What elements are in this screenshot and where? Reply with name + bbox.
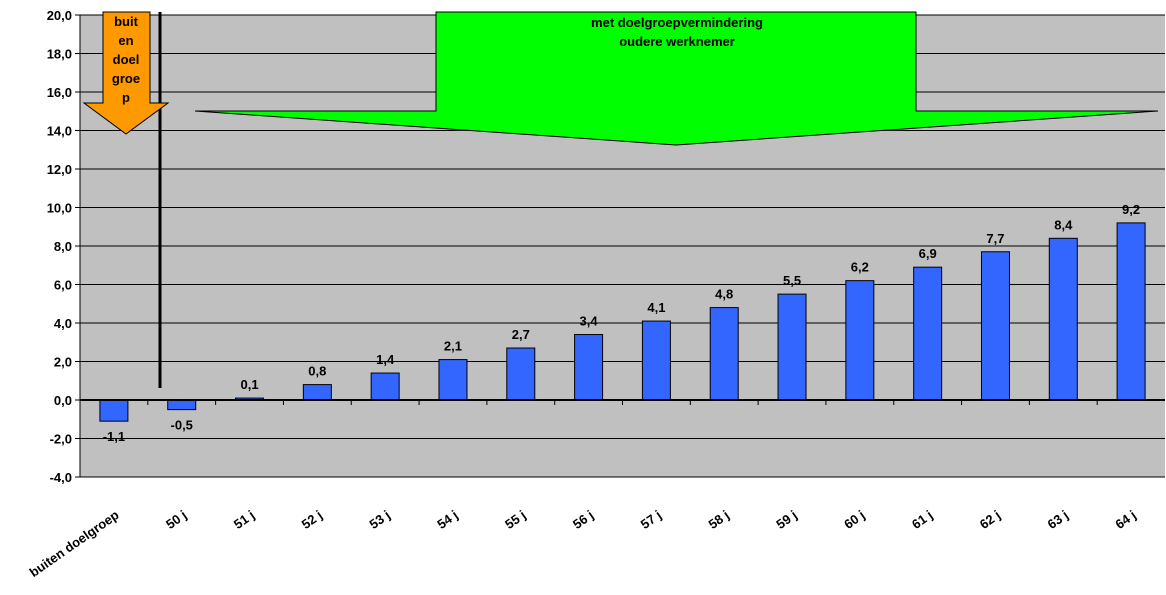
y-tick-label: 8,0 xyxy=(54,239,72,254)
value-label: 8,4 xyxy=(1054,217,1073,232)
bar xyxy=(99,399,129,422)
x-tick-label: 64 j xyxy=(1112,507,1138,532)
value-labels: -1,1 -0,5 0,1 0,8 1,4 2,1 2,7 3,4 4,1 4,8 5,5 6,2 6,… xyxy=(103,202,1140,444)
y-tick-label: 16,0 xyxy=(47,85,72,100)
bar xyxy=(777,293,807,401)
value-label: 7,7 xyxy=(986,231,1004,246)
x-tick-label: 60 j xyxy=(841,507,867,532)
bar xyxy=(709,307,739,401)
green-arrow-text: met doelgroepvermindering xyxy=(591,15,763,30)
x-tick-label: 54 j xyxy=(434,507,460,532)
value-label: 2,7 xyxy=(512,327,530,342)
bar xyxy=(370,372,400,401)
y-tick-label: 20,0 xyxy=(47,8,72,23)
x-tick-label: 59 j xyxy=(773,507,799,532)
bar xyxy=(845,280,875,401)
x-tick-label: 51 j xyxy=(231,507,257,532)
y-tick-label: -2,0 xyxy=(50,432,72,447)
value-label: 6,9 xyxy=(919,246,937,261)
value-label: 4,8 xyxy=(715,287,733,302)
bar xyxy=(641,320,671,401)
y-tick-label: -4,0 xyxy=(50,470,72,485)
orange-arrow-text: buit xyxy=(114,14,138,29)
x-tick-label: 62 j xyxy=(977,507,1003,532)
bar xyxy=(302,384,332,401)
x-tick-label: 63 j xyxy=(1045,507,1071,532)
green-arrow xyxy=(194,11,1159,146)
bar xyxy=(506,347,536,401)
bar xyxy=(438,359,468,401)
y-tick-label: 10,0 xyxy=(47,201,72,216)
x-tick-label: 50 j xyxy=(163,507,189,532)
bar xyxy=(1048,237,1078,401)
orange-arrow-text: p xyxy=(122,90,130,105)
x-tick-label: 58 j xyxy=(706,507,732,532)
y-tick-label: 4,0 xyxy=(54,316,72,331)
annotations: buit en doel groe p met doelgroepvermindering… xyxy=(82,11,1159,388)
y-tick-label: 2,0 xyxy=(54,355,72,370)
value-label: 6,2 xyxy=(851,260,869,275)
value-label: 0,8 xyxy=(308,364,326,379)
value-label: -1,1 xyxy=(103,429,125,444)
x-tick-label: 56 j xyxy=(570,507,596,532)
bar xyxy=(1116,222,1146,401)
y-tick-label: 18,0 xyxy=(47,47,72,62)
y-tick-label: 12,0 xyxy=(47,162,72,177)
value-label: 4,1 xyxy=(647,300,665,315)
orange-arrow-text: groe xyxy=(112,71,140,86)
y-tick-label: 6,0 xyxy=(54,278,72,293)
x-tick-label: 55 j xyxy=(502,507,528,532)
value-label: 0,1 xyxy=(240,377,258,392)
x-tick-label: buiten doelgroep xyxy=(27,507,122,580)
bar xyxy=(913,266,943,401)
orange-arrow-text: doel xyxy=(113,52,140,67)
x-tick-label: 52 j xyxy=(299,507,325,532)
y-tick-label: 14,0 xyxy=(47,124,72,139)
orange-arrow-text: en xyxy=(118,33,133,48)
y-tick-label: 0,0 xyxy=(54,393,72,408)
value-label: -0,5 xyxy=(171,418,193,433)
bar xyxy=(167,399,197,411)
value-label: 3,4 xyxy=(580,314,599,329)
green-arrow-text: oudere werknemer xyxy=(619,34,735,49)
value-label: 5,5 xyxy=(783,273,801,288)
y-axis: -4,0 -2,0 0,0 2,0 4,0 6,0 8,0 10,0 12,0 14,0 16,0 1… xyxy=(47,8,81,485)
bar xyxy=(980,251,1010,401)
value-label: 2,1 xyxy=(444,339,462,354)
bar xyxy=(574,334,604,401)
orange-arrow xyxy=(82,11,170,135)
value-label: 9,2 xyxy=(1122,202,1140,217)
x-tick-label: 61 j xyxy=(909,507,935,532)
x-tick-label: 53 j xyxy=(367,507,393,532)
x-tick-label: 57 j xyxy=(638,507,664,532)
value-label: 1,4 xyxy=(376,352,395,367)
bars xyxy=(99,222,1146,422)
